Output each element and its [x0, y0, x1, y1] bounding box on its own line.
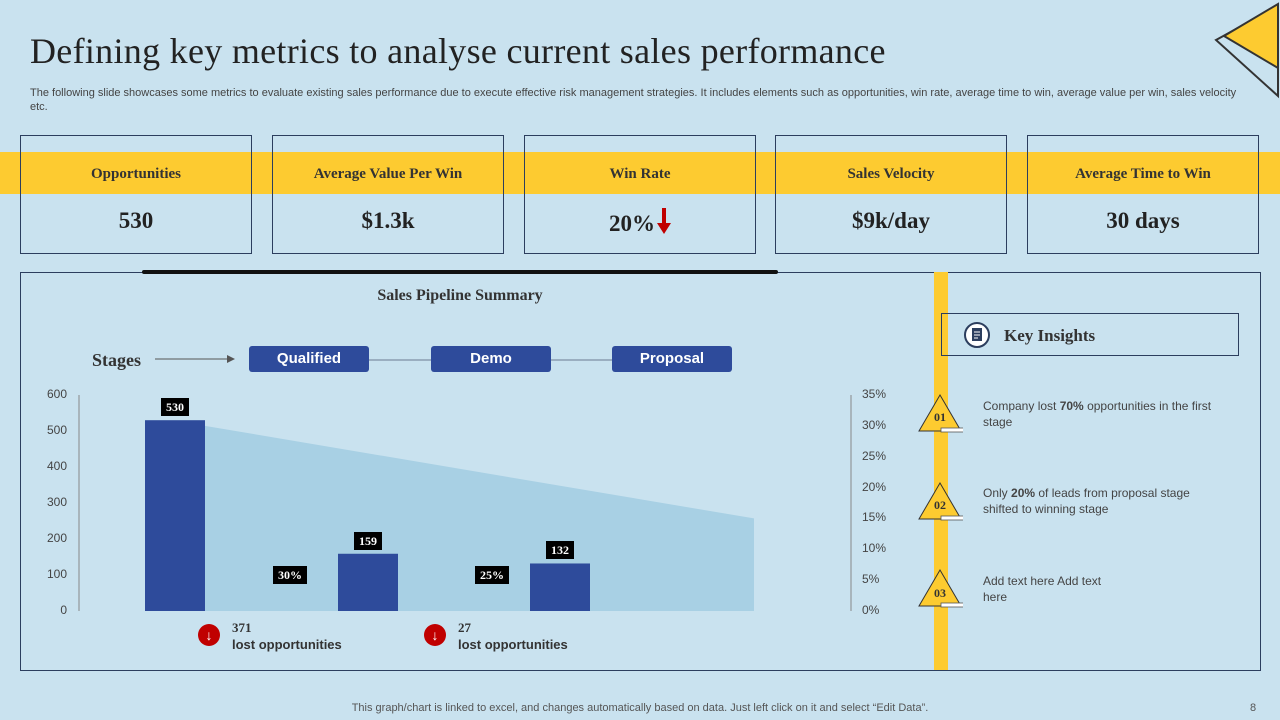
stage-proposal[interactable]: Proposal — [612, 346, 732, 372]
insight-number: 03 — [934, 586, 946, 600]
insight-text-pre: Only — [983, 486, 1012, 500]
insight-marker-icon — [918, 394, 963, 433]
metric-label: Average Value Per Win — [313, 166, 463, 182]
arrow-down-circle-icon: ↓ — [424, 624, 446, 646]
metric-value: $9k/day — [852, 208, 930, 233]
insight-text-bold: 70% — [1059, 399, 1084, 413]
insight-text: Only 20% of leads from proposal stage sh… — [983, 485, 1223, 517]
metric-card-average-time-to-win: Average Time to Win 30 days — [1027, 135, 1259, 254]
insight-number: 01 — [934, 410, 946, 424]
stages-label: Stages — [92, 350, 141, 370]
insight-marker-icon — [918, 569, 963, 608]
metric-value: $1.3k — [361, 208, 415, 233]
page-number: 8 — [1250, 702, 1257, 714]
metric-value: 30 days — [1106, 208, 1180, 233]
chart-title: Sales Pipeline Summary — [377, 287, 543, 304]
lost-text: lost opportunities — [232, 637, 342, 652]
corner-triangle-logo — [1214, 2, 1279, 99]
insight-text: Company lost 70% opportunities in the fi… — [983, 398, 1223, 430]
lost-text: lost opportunities — [458, 637, 568, 652]
lost-count: 371 — [232, 620, 252, 635]
page-title: Defining key metrics to analyse current … — [30, 31, 886, 71]
metric-value: 20% — [609, 211, 655, 236]
arrow-down-circle-icon: ↓ — [198, 624, 220, 646]
metric-card-sales-velocity: Sales Velocity $9k/day — [775, 135, 1007, 254]
key-insights-title: Key Insights — [1004, 326, 1096, 345]
stage-qualified[interactable]: Qualified — [249, 346, 369, 372]
insight-text-bold: 20% — [1011, 486, 1036, 500]
stage-connector — [369, 359, 614, 361]
insight-text-pre: Add text here — [983, 574, 1055, 588]
insight-number: 02 — [934, 498, 946, 512]
metric-label: Average Time to Win — [1075, 166, 1211, 182]
insight-text: Add text here Add text here — [983, 573, 1103, 605]
lost-count: 27 — [458, 620, 471, 635]
stage-demo[interactable]: Demo — [431, 346, 551, 372]
insight-text-post: Add text here — [983, 574, 1102, 604]
metrics-band — [0, 152, 1280, 194]
metric-value: 530 — [118, 208, 154, 233]
key-insights-header: Key Insights — [941, 313, 1239, 356]
arrow-down-icon — [657, 208, 671, 234]
metric-card-average-value-per-win: Average Value Per Win $1.3k — [272, 135, 504, 254]
footer-note: This graph/chart is linked to excel, and… — [351, 702, 929, 714]
insight-text-post: of leads from proposal stage shifted to … — [983, 486, 1190, 516]
metric-label: Win Rate — [609, 166, 671, 182]
insight-text-post: opportunities in the first stage — [983, 399, 1212, 429]
metric-label: Opportunities — [90, 166, 181, 182]
notepad-icon — [964, 322, 990, 348]
stages-arrow-icon — [155, 355, 235, 363]
page-subtitle: The following slide showcases some metri… — [30, 87, 1237, 113]
insight-marker-icon — [918, 482, 963, 521]
divider-line — [142, 270, 778, 274]
insight-text-pre: Company lost — [983, 399, 1060, 413]
metric-card-opportunities: Opportunities 530 — [20, 135, 252, 254]
insights-divider-bar — [934, 272, 948, 670]
metric-value-wrap: 20% — [525, 208, 755, 237]
metric-label: Sales Velocity — [847, 166, 935, 182]
metric-card-win-rate: Win Rate 20% — [524, 135, 756, 254]
